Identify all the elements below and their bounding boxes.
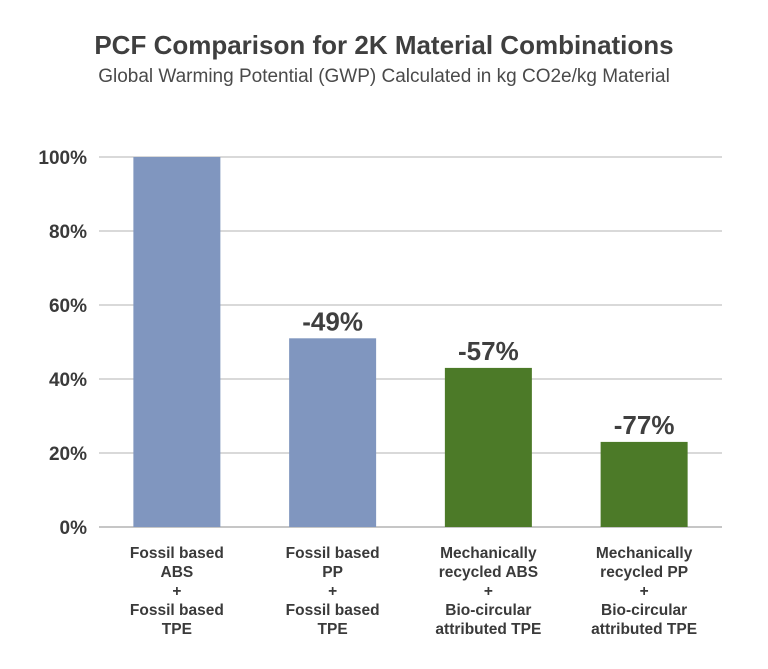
x-tick-label-line: recycled PP bbox=[600, 564, 689, 581]
chart-subtitle: Global Warming Potential (GWP) Calculate… bbox=[98, 66, 670, 87]
x-tick-label-line: Bio-circular bbox=[445, 602, 532, 619]
x-tick-label: Mechanically recycled PP + Bio-circular attr… bbox=[569, 544, 719, 639]
x-tick-label-line: Mechanically bbox=[440, 545, 537, 562]
data-labels: -49% -57% -77% bbox=[302, 306, 674, 440]
x-tick-label-line: TPE bbox=[317, 621, 348, 638]
x-tick-label-line: ABS bbox=[160, 564, 194, 581]
x-tick-label-line: TPE bbox=[161, 621, 192, 638]
x-tick-label-line: Bio-circular bbox=[601, 602, 688, 619]
bars bbox=[133, 157, 688, 527]
x-tick-label-line: attributed TPE bbox=[591, 621, 698, 638]
x-tick-label-line: Fossil based bbox=[129, 602, 224, 619]
x-tick-label-line: Fossil based bbox=[285, 602, 380, 619]
x-tick-label: Mechanically recycled ABS + Bio-circular att… bbox=[413, 544, 563, 639]
y-tick-label: 60% bbox=[49, 296, 87, 317]
x-tick-label-line: PP bbox=[322, 564, 343, 581]
y-axis-ticks: 0% 20% 40% 60% 80% 100% bbox=[38, 148, 87, 539]
x-tick-label-line: + bbox=[483, 583, 493, 600]
x-tick-label-line: + bbox=[328, 583, 338, 600]
y-tick-label: 40% bbox=[49, 370, 87, 391]
x-tick-label-line: Fossil based bbox=[129, 545, 224, 562]
x-tick-label: Fossil based ABS + Fossil based TPE bbox=[102, 544, 252, 639]
x-tick-label-line: + bbox=[639, 583, 649, 600]
x-tick-label-line: + bbox=[172, 583, 182, 600]
data-label: -77% bbox=[614, 410, 675, 440]
bar bbox=[444, 367, 532, 527]
x-tick-label-line: attributed TPE bbox=[435, 621, 542, 638]
chart-title: PCF Comparison for 2K Material Combinati… bbox=[94, 30, 674, 60]
x-tick-label-line: recycled ABS bbox=[438, 564, 539, 581]
y-tick-label: 0% bbox=[60, 518, 88, 539]
y-tick-label: 100% bbox=[38, 148, 87, 169]
y-tick-label: 20% bbox=[49, 444, 87, 465]
y-tick-label: 80% bbox=[49, 222, 87, 243]
data-label: -49% bbox=[302, 306, 363, 336]
x-tick-label-line: Mechanically bbox=[595, 545, 693, 562]
x-tick-label: Fossil based PP + Fossil based TPE bbox=[258, 544, 408, 639]
data-label: -57% bbox=[458, 336, 519, 366]
bar bbox=[289, 338, 377, 527]
bar bbox=[133, 157, 221, 527]
bar bbox=[600, 441, 688, 527]
x-tick-label-line: Fossil based bbox=[285, 545, 380, 562]
